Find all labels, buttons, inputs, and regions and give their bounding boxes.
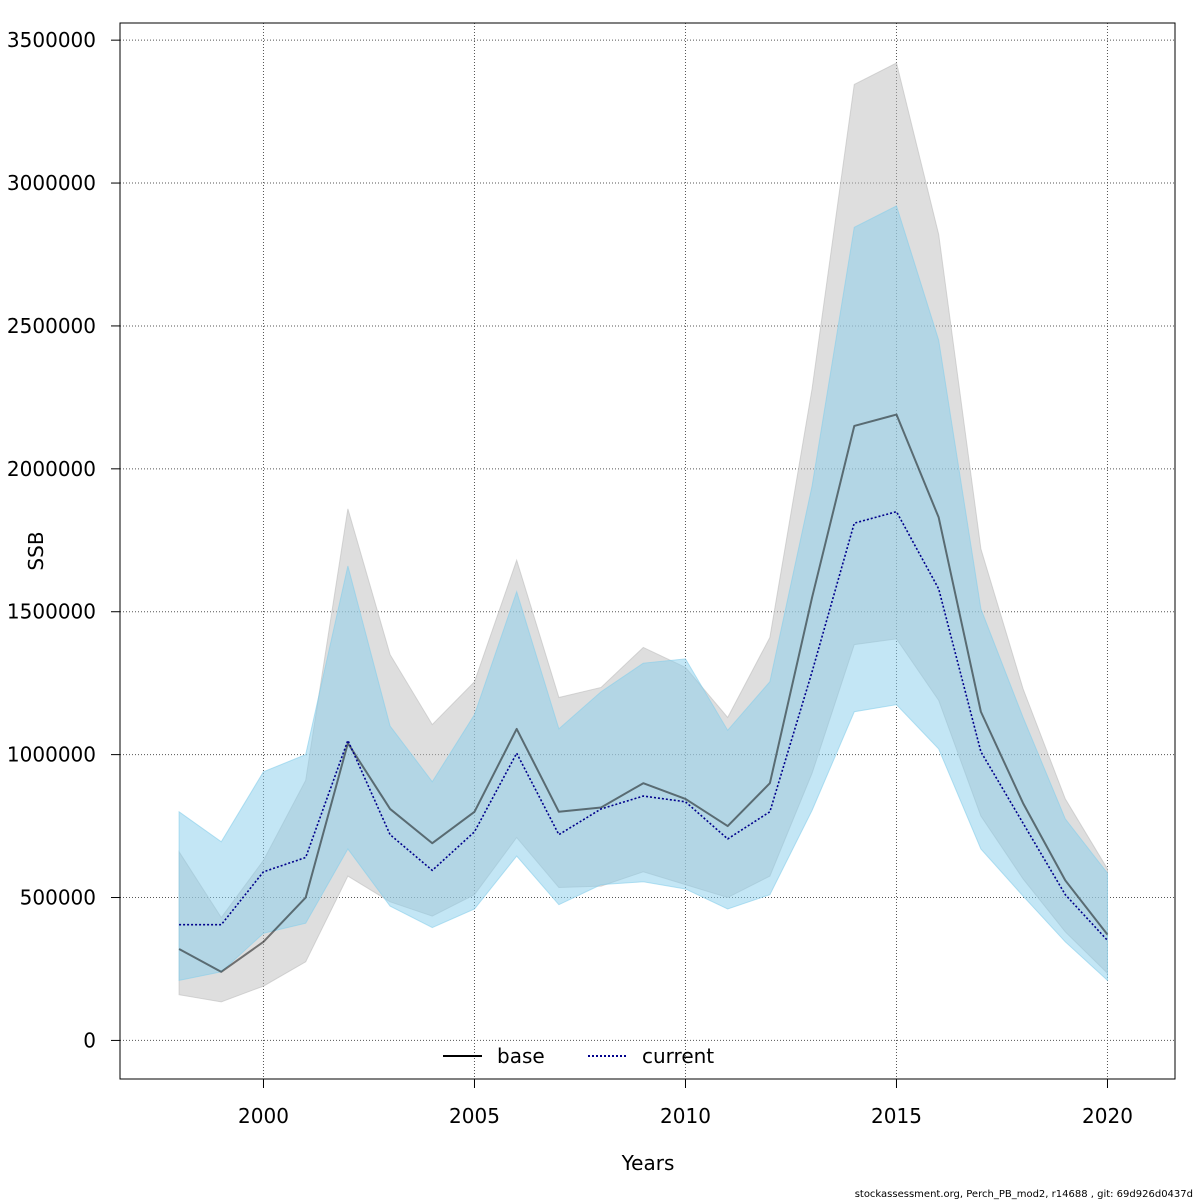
legend-label-current: current <box>642 1044 714 1068</box>
series-line-base <box>178 413 1109 973</box>
y-axis-title: SSB <box>24 531 48 570</box>
x-axis: 2000 2005 2010 2015 2020 <box>238 1078 1133 1128</box>
y-tick-label: 2500000 <box>7 314 96 338</box>
y-axis: 0 500000 1000000 1500000 2000000 2500000 30000… <box>7 28 121 1052</box>
y-tick-label: 500000 <box>20 886 96 910</box>
series-lines <box>178 413 1109 973</box>
y-tick-label: 3000000 <box>7 171 96 195</box>
x-tick-label: 2015 <box>871 1104 922 1128</box>
y-tick-label: 1500000 <box>7 600 96 624</box>
x-tick-label: 2000 <box>238 1104 289 1128</box>
y-tick-label: 0 <box>83 1028 96 1052</box>
y-tick-label: 1000000 <box>7 743 96 767</box>
x-axis-title: Years <box>621 1151 675 1175</box>
y-tick-label: 2000000 <box>7 457 96 481</box>
series-line-current <box>179 510 1109 941</box>
x-tick-label: 2005 <box>449 1104 500 1128</box>
x-tick-label: 2010 <box>660 1104 711 1128</box>
legend-label-base: base <box>497 1044 545 1068</box>
x-tick-label: 2020 <box>1082 1104 1133 1128</box>
y-tick-label: 3500000 <box>7 28 96 52</box>
confidence-band-current <box>178 205 1108 982</box>
legend: base current <box>443 1044 714 1068</box>
footer-note: stockassessment.org, Perch_PB_mod2, r146… <box>855 1189 1193 1200</box>
confidence-bands <box>178 62 1108 1003</box>
